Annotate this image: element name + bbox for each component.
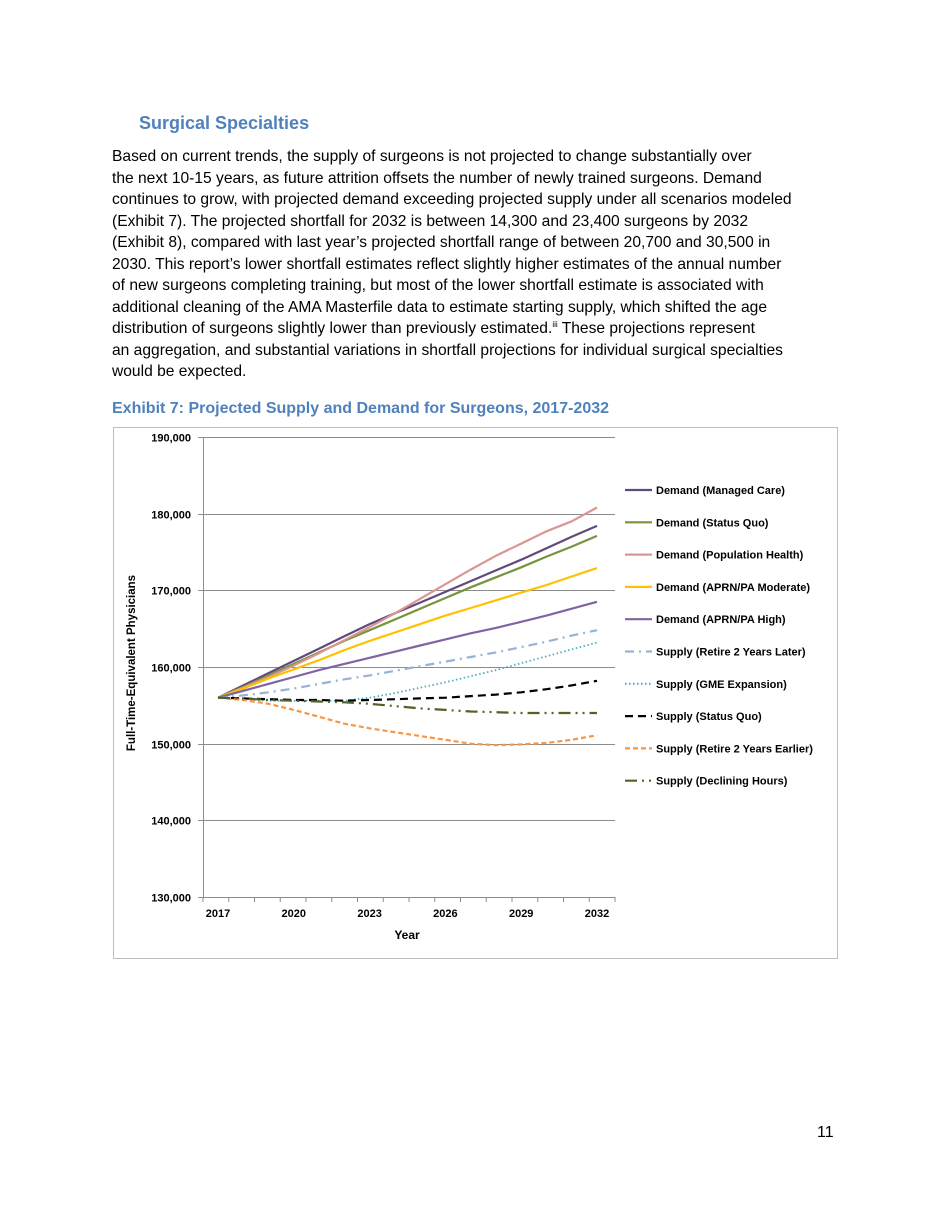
legend: Demand (Managed Care) Demand (Status Quo)… (625, 485, 813, 788)
legend-entry: Supply (GME Expansion) (656, 679, 787, 691)
axes: 130,000 140,000 150,000 160,000 170,000 180,0… (151, 433, 616, 920)
series-line (217, 641, 598, 702)
paragraph-line: (Exhibit 7). The projected shortfall for… (112, 212, 749, 230)
y-axis-label: Full-Time-Equivalent Physicians (126, 575, 138, 751)
series-line (217, 567, 598, 699)
paragraph-line: the next 10-15 years, as future attritio… (112, 169, 762, 187)
y-tick-label: 190,000 (151, 433, 191, 445)
series-lines (217, 506, 598, 747)
series-line (217, 679, 598, 702)
line-text: distribution of surgeons slightly lower … (112, 320, 553, 337)
x-tick-label: 2023 (357, 908, 381, 920)
chart-frame (113, 427, 838, 959)
legend-entry: Supply (Declining Hours) (656, 776, 788, 788)
series-line (217, 534, 598, 699)
exhibit-title: Exhibit 7: Projected Supply and Demand f… (112, 400, 610, 417)
y-tick-label: 180,000 (151, 510, 191, 522)
series-line (217, 506, 598, 699)
paragraph-line: of new surgeons completing training, but… (112, 277, 764, 294)
series-line (217, 600, 598, 699)
paragraph-line: an aggregation, and substantial variatio… (112, 341, 783, 359)
legend-entry: Supply (Retire 2 Years Earlier) (656, 743, 813, 755)
body-paragraph: Based on current trends, the supply of s… (112, 146, 792, 383)
x-tick-label: 2032 (585, 908, 609, 920)
legend-entry: Supply (Status Quo) (656, 711, 762, 723)
x-tick-label: 2020 (282, 908, 306, 920)
x-tick-label: 2029 (509, 908, 533, 920)
line-text: These projections represent (557, 320, 755, 337)
legend-entry: Supply (Retire 2 Years Later) (656, 647, 806, 659)
legend-entry: Demand (APRN/PA High) (656, 614, 786, 626)
page-number: 11 (817, 1124, 834, 1141)
paragraph-line: Based on current trends, the supply of s… (112, 148, 752, 165)
paragraph-line: would be expected. (112, 363, 247, 380)
series-line (217, 629, 598, 699)
y-tick-label: 140,000 (151, 816, 191, 828)
y-tick-label: 160,000 (151, 663, 191, 675)
y-tick-label: 150,000 (151, 740, 191, 752)
paragraph-line: continues to grow, with projected demand… (112, 191, 792, 208)
footnote-marker[interactable]: iii (552, 319, 558, 329)
legend-entry: Demand (Population Health) (656, 550, 804, 562)
y-tick-label: 170,000 (151, 586, 191, 598)
section-heading: Surgical Specialties (139, 113, 310, 133)
x-tick-label: 2017 (206, 908, 230, 920)
legend-entry: Demand (APRN/PA Moderate) (656, 582, 810, 594)
series-line (217, 696, 598, 747)
series-line (217, 524, 598, 699)
paragraph-line: additional cleaning of the AMA Masterfil… (112, 298, 768, 316)
series-line (217, 696, 597, 715)
paragraph-line: distribution of surgeons slightly lower … (112, 318, 792, 340)
x-tick-label: 2026 (433, 908, 457, 920)
legend-entry: Demand (Managed Care) (656, 485, 785, 497)
paragraph-line: (Exhibit 8), compared with last year’s p… (112, 234, 771, 251)
x-axis-label: Year (394, 928, 420, 942)
y-tick-label: 130,000 (151, 893, 191, 905)
legend-entry: Demand (Status Quo) (656, 517, 769, 529)
paragraph-line: 2030. This report’s lower shortfall esti… (112, 255, 782, 273)
